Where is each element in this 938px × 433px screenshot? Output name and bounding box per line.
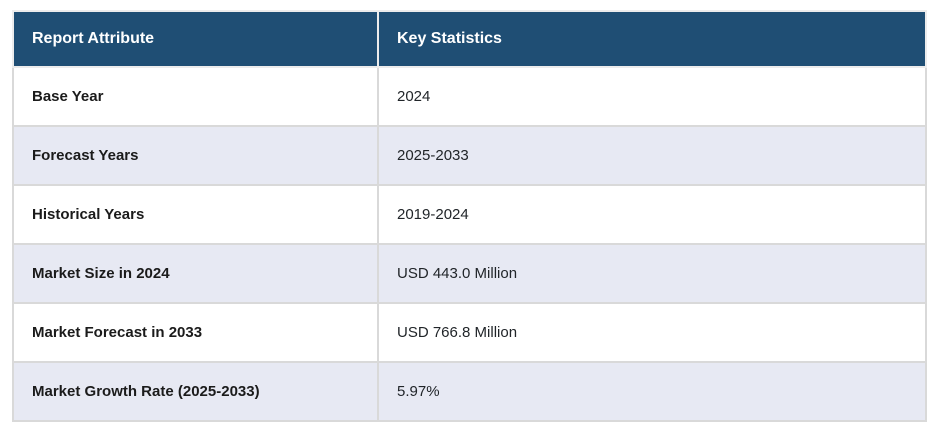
- table-row-market-growth-rate: Market Growth Rate (2025-2033) 5.97%: [12, 361, 927, 422]
- attribute-cell: Market Size in 2024: [12, 243, 379, 304]
- column-header-key-statistics: Key Statistics: [377, 10, 927, 68]
- value-cell: 2024: [377, 66, 927, 127]
- value-cell: 5.97%: [377, 361, 927, 422]
- report-statistics-table: Report Attribute Key Statistics Base Yea…: [12, 10, 927, 422]
- column-header-report-attribute: Report Attribute: [12, 10, 379, 68]
- table-row-forecast-years: Forecast Years 2025-2033: [12, 125, 927, 186]
- value-cell: USD 443.0 Million: [377, 243, 927, 304]
- attribute-cell: Market Forecast in 2033: [12, 302, 379, 363]
- attribute-cell: Market Growth Rate (2025-2033): [12, 361, 379, 422]
- table-row-market-size: Market Size in 2024 USD 443.0 Million: [12, 243, 927, 304]
- table-row-market-forecast: Market Forecast in 2033 USD 766.8 Millio…: [12, 302, 927, 363]
- attribute-cell: Historical Years: [12, 184, 379, 245]
- attribute-cell: Forecast Years: [12, 125, 379, 186]
- value-cell: 2025-2033: [377, 125, 927, 186]
- header-row: Report Attribute Key Statistics: [12, 10, 927, 68]
- value-cell: USD 766.8 Million: [377, 302, 927, 363]
- table-row-historical-years: Historical Years 2019-2024: [12, 184, 927, 245]
- value-cell: 2019-2024: [377, 184, 927, 245]
- table-row-base-year: Base Year 2024: [12, 66, 927, 127]
- attribute-cell: Base Year: [12, 66, 379, 127]
